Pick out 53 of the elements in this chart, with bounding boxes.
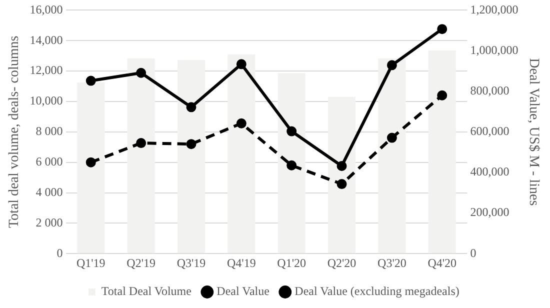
point (286, 160, 297, 170)
x-tick-label: Q3'19 (176, 256, 206, 270)
x-tick-label: Q2'20 (327, 256, 356, 270)
bar (378, 58, 406, 254)
bar (428, 50, 456, 254)
x-tick-label: Q1'19 (76, 256, 106, 270)
point (136, 138, 146, 148)
point (437, 24, 448, 34)
point (86, 157, 96, 168)
y2-tick-label: 200,000 (470, 205, 510, 220)
bar (77, 82, 105, 254)
legend-label: Deal Value (excluding megadeals) (294, 284, 460, 298)
y-tick-label: 4 000 (36, 184, 63, 199)
x-tick-label: Q4'19 (227, 256, 256, 270)
point (386, 132, 397, 143)
point (236, 59, 246, 70)
y-tick-label: 6 000 (36, 154, 63, 168)
bar (278, 73, 306, 254)
y2-tick-label: 600,000 (470, 124, 510, 138)
y-tick-label: 10,000 (30, 94, 63, 108)
point (186, 139, 196, 150)
y2-axis-title: Deal Value, US$ M - lines (526, 58, 541, 206)
x-tick-label: Q2'19 (126, 256, 156, 270)
y-tick-label: 14,000 (30, 32, 63, 47)
point (286, 126, 297, 136)
y-tick-label: 16,000 (30, 2, 63, 16)
point (136, 68, 146, 78)
y2-tick-label: 1,000,000 (470, 42, 518, 57)
y-tick-label: 12,000 (30, 63, 63, 78)
bar (328, 96, 356, 254)
legend-label: Deal Value (216, 284, 270, 298)
point (386, 60, 397, 70)
point (437, 90, 448, 100)
y2-tick-label: 1,200,000 (470, 2, 518, 16)
x-tick-label: Q1'20 (277, 256, 306, 270)
point (336, 160, 347, 171)
point (186, 102, 196, 112)
y2-tick-label: 400,000 (470, 164, 510, 179)
x-tick-label: Q3'20 (378, 256, 406, 270)
y-tick-label: 8 000 (36, 124, 63, 138)
x-tick-label: Q4'20 (428, 256, 457, 270)
y-tick-label: 0 (56, 246, 63, 260)
y-tick-label: 2 000 (36, 215, 63, 230)
bar (127, 58, 155, 254)
y2-tick-label: 800,000 (470, 83, 510, 98)
point (86, 76, 96, 86)
point (236, 118, 246, 128)
y-axis-title: Total deal volume, deals- columns (7, 36, 22, 228)
bar (177, 60, 206, 254)
bar (228, 54, 256, 254)
point (336, 179, 347, 190)
legend-label: Total Deal Volume (101, 284, 192, 298)
y2-tick-label: 0 (470, 246, 476, 260)
